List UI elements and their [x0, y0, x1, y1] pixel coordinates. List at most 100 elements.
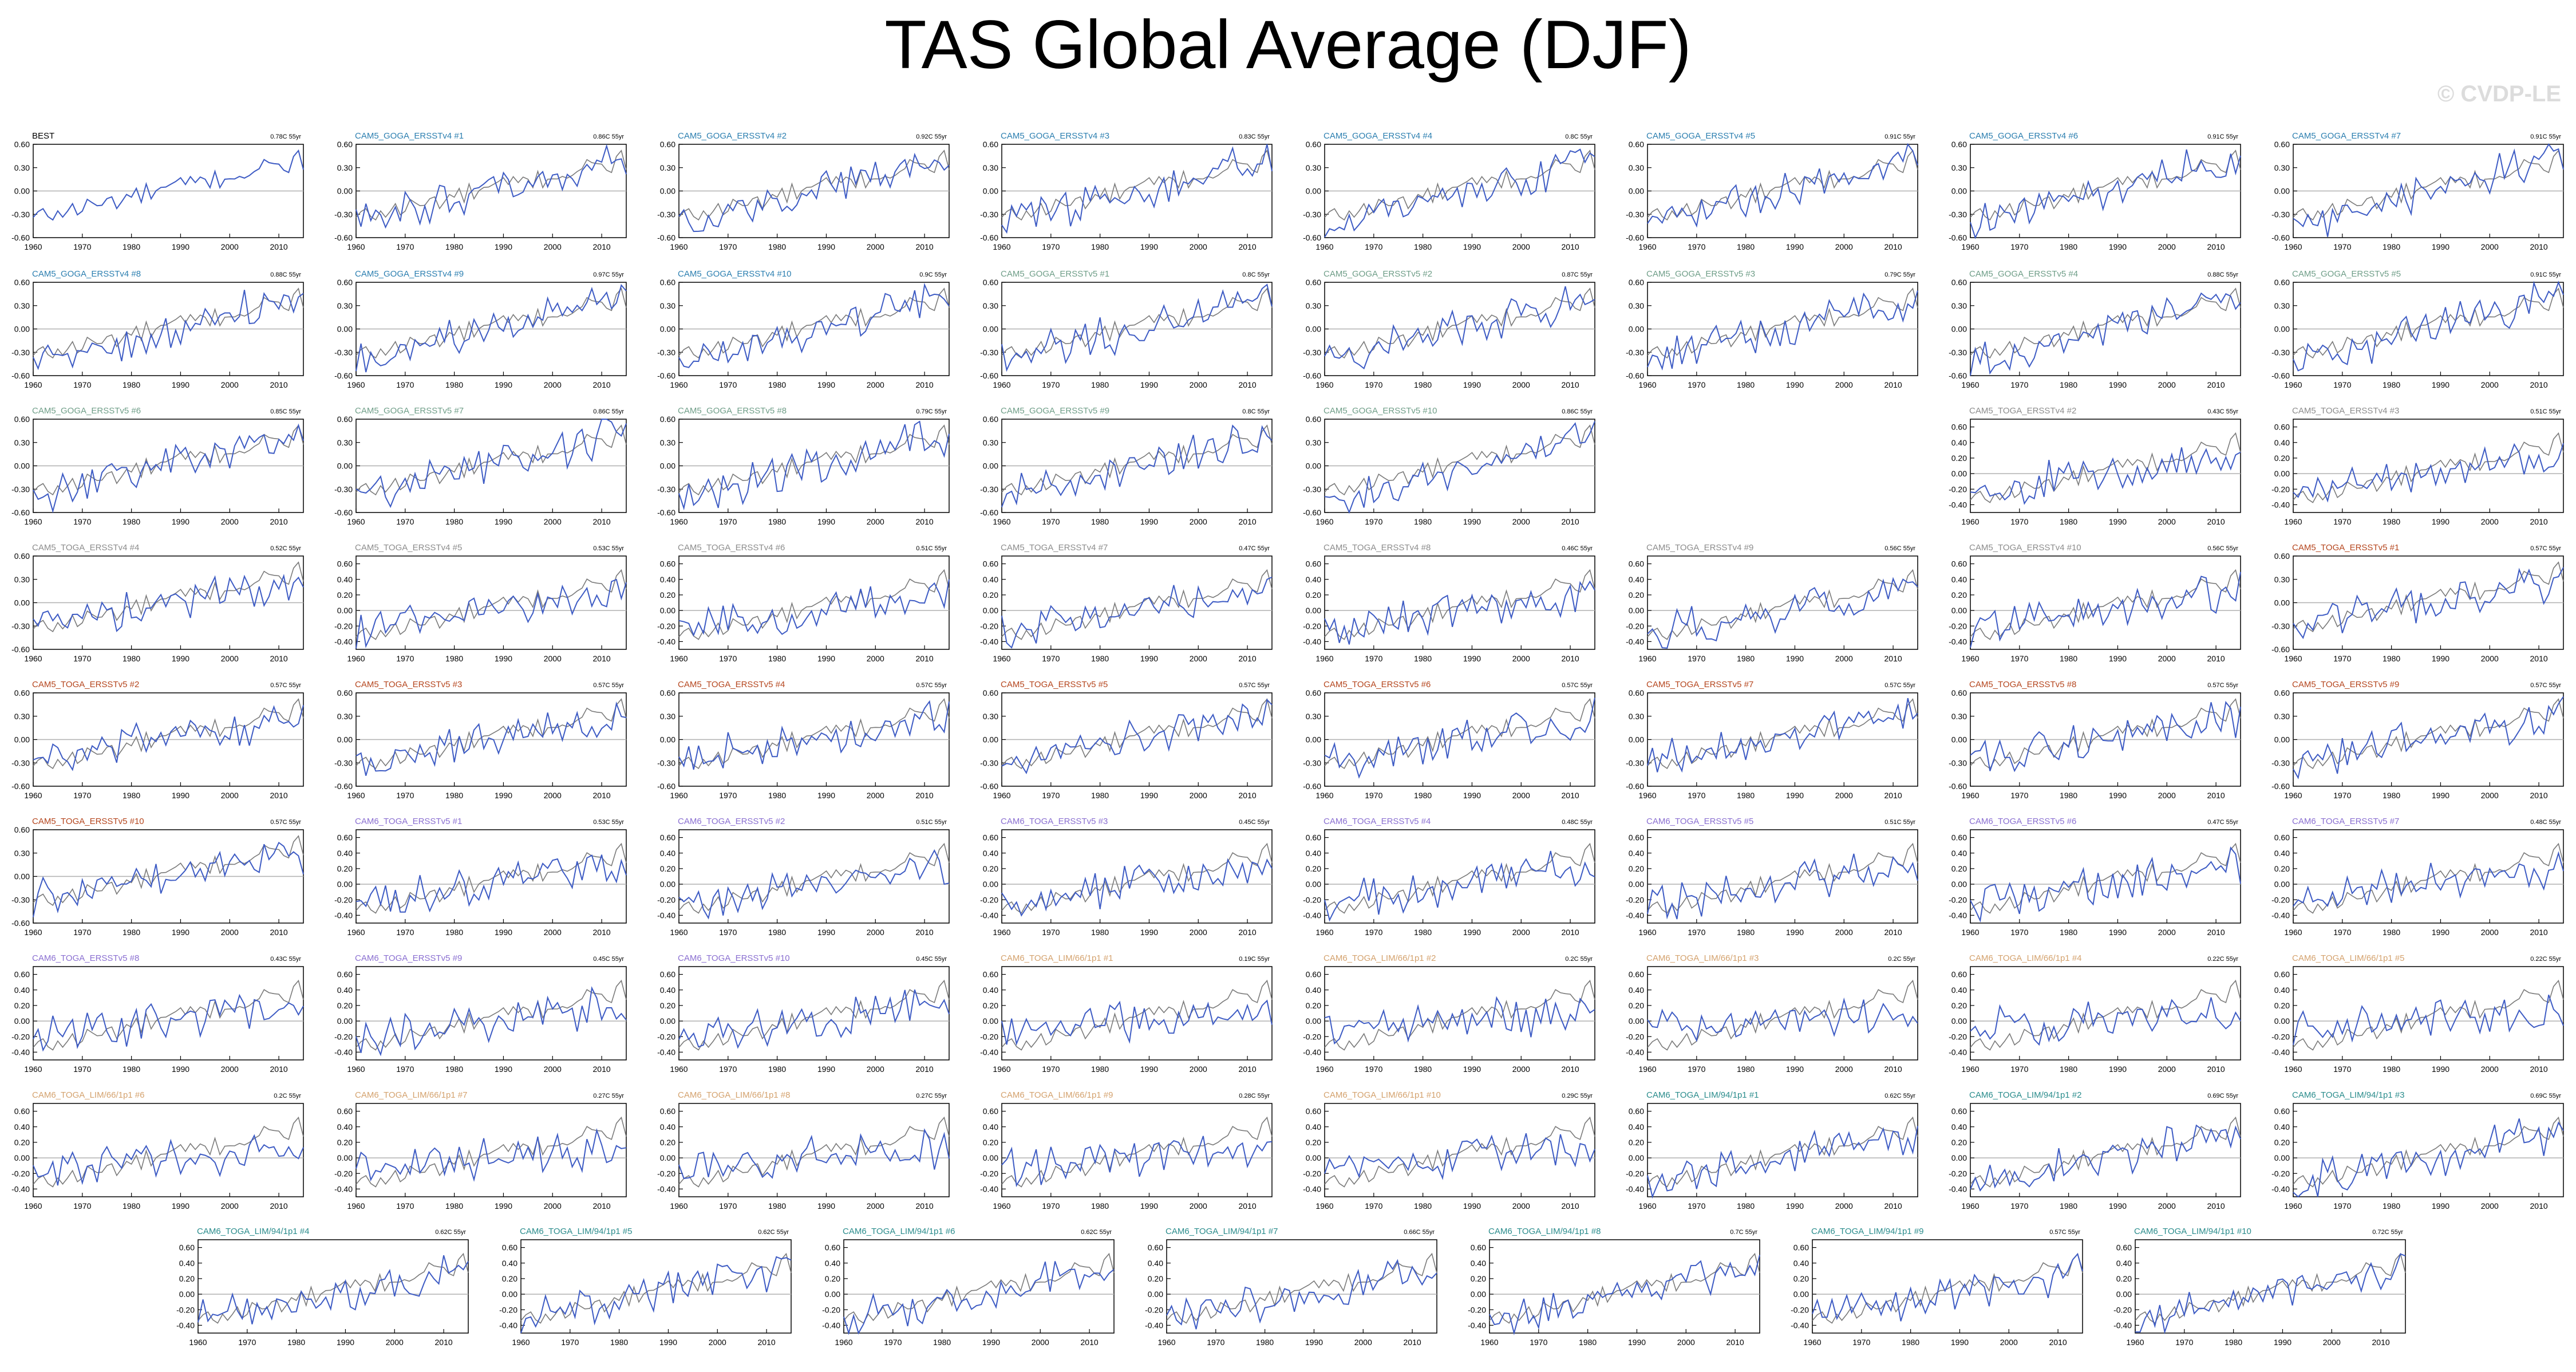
- panel-title: CAM5_GOGA_ERSSTv5 #5: [2292, 269, 2401, 279]
- y-tick-label: -0.40: [334, 637, 353, 646]
- y-tick-label: 0.60: [660, 688, 675, 697]
- y-tick-label: -0.30: [1949, 758, 1967, 767]
- x-tick-label: 2000: [709, 1338, 726, 1347]
- y-tick-label: 0.20: [1306, 1138, 1321, 1147]
- panel: CAM5_TOGA_ERSSTv4 #2 0.43C 55yr 0.60 0.40 0.…: [1949, 406, 2241, 526]
- x-tick-label: 1980: [2383, 791, 2400, 800]
- y-tick-label: 0.20: [337, 1001, 353, 1010]
- x-tick-label: 1990: [1140, 791, 1158, 800]
- obs-series-line: [1001, 569, 1273, 640]
- panel-title: CAM5_GOGA_ERSSTv5 #3: [1646, 269, 1755, 279]
- x-tick-label: 1960: [670, 517, 688, 526]
- y-tick-label: 0.60: [14, 688, 30, 697]
- y-tick-label: -0.20: [334, 895, 353, 904]
- x-tick-label: 2000: [2481, 928, 2499, 937]
- y-tick-label: 0.30: [983, 301, 998, 310]
- obs-series-line: [1812, 1252, 2083, 1324]
- y-tick-label: 0.30: [1951, 301, 1967, 310]
- obs-series-line: [1970, 149, 2241, 221]
- x-tick-label: 1990: [982, 1338, 1000, 1347]
- x-tick-label: 2010: [916, 1065, 934, 1074]
- x-tick-label: 1980: [1091, 517, 1109, 526]
- y-tick-label: -0.30: [657, 348, 675, 357]
- y-tick-label: -0.30: [11, 758, 30, 767]
- panel-title: CAM6_TOGA_ERSSTv5 #3: [1001, 817, 1108, 826]
- x-tick-label: 2010: [593, 654, 611, 663]
- x-tick-label: 2000: [221, 791, 239, 800]
- model-series-line: [1647, 290, 1918, 371]
- x-tick-label: 1970: [73, 242, 91, 251]
- panel-title: CAM6_TOGA_LIM/94/1p1 #3: [2292, 1090, 2405, 1100]
- x-tick-label: 1970: [1365, 791, 1382, 800]
- obs-series-line: [678, 149, 950, 221]
- y-tick-label: 0.40: [1629, 575, 1644, 584]
- y-tick-label: -0.60: [1303, 233, 1321, 242]
- x-tick-label: 2010: [2207, 517, 2225, 526]
- x-tick-label: 1960: [2284, 791, 2302, 800]
- y-tick-label: -0.60: [657, 233, 675, 242]
- y-tick-label: -0.20: [1303, 1169, 1321, 1178]
- panel-title: CAM6_TOGA_ERSSTv5 #5: [1646, 817, 1753, 826]
- panel-title: CAM5_GOGA_ERSSTv5 #6: [32, 406, 141, 416]
- panel: CAM6_TOGA_LIM/94/1p1 #5 0.62C 55yr 0.60 0.4…: [499, 1227, 792, 1347]
- model-series-line: [1970, 292, 2241, 376]
- panel: CAM5_TOGA_ERSSTv5 #1 0.57C 55yr 0.60 0.30 0.…: [2271, 543, 2564, 663]
- x-tick-label: 2010: [1562, 380, 1579, 389]
- panel-trend-label: 0.62C 55yr: [435, 1229, 466, 1236]
- y-tick-label: 0.00: [1951, 325, 1967, 334]
- y-tick-label: -0.20: [1949, 895, 1967, 904]
- panel-title: CAM5_TOGA_ERSSTv4 #3: [2292, 406, 2399, 416]
- panel-title: CAM6_TOGA_ERSSTv5 #8: [32, 953, 139, 963]
- x-tick-label: 2000: [544, 242, 562, 251]
- panel-title: CAM5_TOGA_ERSSTv5 #2: [32, 680, 139, 689]
- y-tick-label: 0.20: [1306, 590, 1321, 600]
- y-tick-label: -0.40: [1626, 910, 1644, 920]
- y-tick-label: -0.30: [2271, 621, 2290, 630]
- panel-trend-label: 0.91C 55yr: [2530, 133, 2561, 140]
- x-tick-label: 1980: [287, 1338, 305, 1347]
- panel: CAM5_TOGA_ERSSTv5 #7 0.57C 55yr 0.60 0.30 0.…: [1626, 680, 1918, 800]
- x-tick-label: 1990: [1463, 242, 1481, 251]
- x-tick-label: 1970: [1852, 1338, 1870, 1347]
- x-tick-label: 1990: [659, 1338, 677, 1347]
- panel: CAM6_TOGA_LIM/94/1p1 #3 0.69C 55yr 0.60 0.4…: [2271, 1090, 2564, 1211]
- panel-trend-label: 0.47C 55yr: [2207, 819, 2238, 826]
- model-series-line: [1970, 149, 2241, 239]
- obs-series-line: [355, 424, 627, 496]
- y-tick-label: -0.40: [980, 1184, 998, 1193]
- x-tick-label: 2010: [758, 1338, 776, 1347]
- panel-trend-label: 0.57C 55yr: [916, 682, 947, 689]
- y-tick-label: -0.40: [1626, 1184, 1644, 1193]
- y-tick-label: 0.40: [179, 1259, 195, 1268]
- model-series-line: [678, 700, 950, 770]
- panel: CAM6_TOGA_LIM/66/1p1 #6 0.2C 55yr 0.60 0.40…: [11, 1090, 304, 1211]
- y-tick-label: -0.60: [334, 508, 353, 517]
- x-tick-label: 1990: [337, 1338, 354, 1347]
- panel: CAM5_TOGA_ERSSTv4 #6 0.51C 55yr 0.60 0.40 0.…: [657, 543, 950, 663]
- panel: CAM5_TOGA_ERSSTv4 #8 0.46C 55yr 0.60 0.40 0.…: [1303, 543, 1595, 663]
- model-series-line: [33, 149, 304, 221]
- x-tick-label: 1960: [670, 380, 688, 389]
- x-tick-label: 2000: [1032, 1338, 1049, 1347]
- x-tick-label: 1970: [2175, 1338, 2193, 1347]
- panel-title: CAM5_TOGA_ERSSTv5 #1: [2292, 543, 2399, 553]
- x-tick-label: 1990: [2432, 517, 2449, 526]
- model-series-line: [2293, 567, 2564, 640]
- panel-title: CAM5_TOGA_ERSSTv4 #2: [1969, 406, 2076, 416]
- y-tick-label: 0.20: [983, 1001, 998, 1010]
- y-tick-label: 0.00: [983, 606, 998, 615]
- y-tick-label: 0.20: [2274, 1001, 2290, 1010]
- obs-series-line: [678, 979, 950, 1051]
- x-tick-label: 1970: [719, 1201, 737, 1211]
- panel: CAM6_TOGA_ERSSTv5 #1 0.53C 55yr 0.60 0.40 0.…: [334, 817, 627, 937]
- x-tick-label: 1960: [2284, 654, 2302, 663]
- obs-series-line: [33, 698, 304, 770]
- x-tick-label: 1970: [719, 654, 737, 663]
- x-tick-label: 1970: [1365, 1201, 1382, 1211]
- panel-trend-label: 0.85C 55yr: [270, 408, 301, 415]
- x-tick-label: 1970: [1042, 242, 1060, 251]
- panel-trend-label: 0.86C 55yr: [593, 408, 624, 415]
- x-tick-label: 2010: [2207, 1201, 2225, 1211]
- x-tick-label: 1970: [1365, 928, 1382, 937]
- x-tick-label: 1960: [2284, 1065, 2302, 1074]
